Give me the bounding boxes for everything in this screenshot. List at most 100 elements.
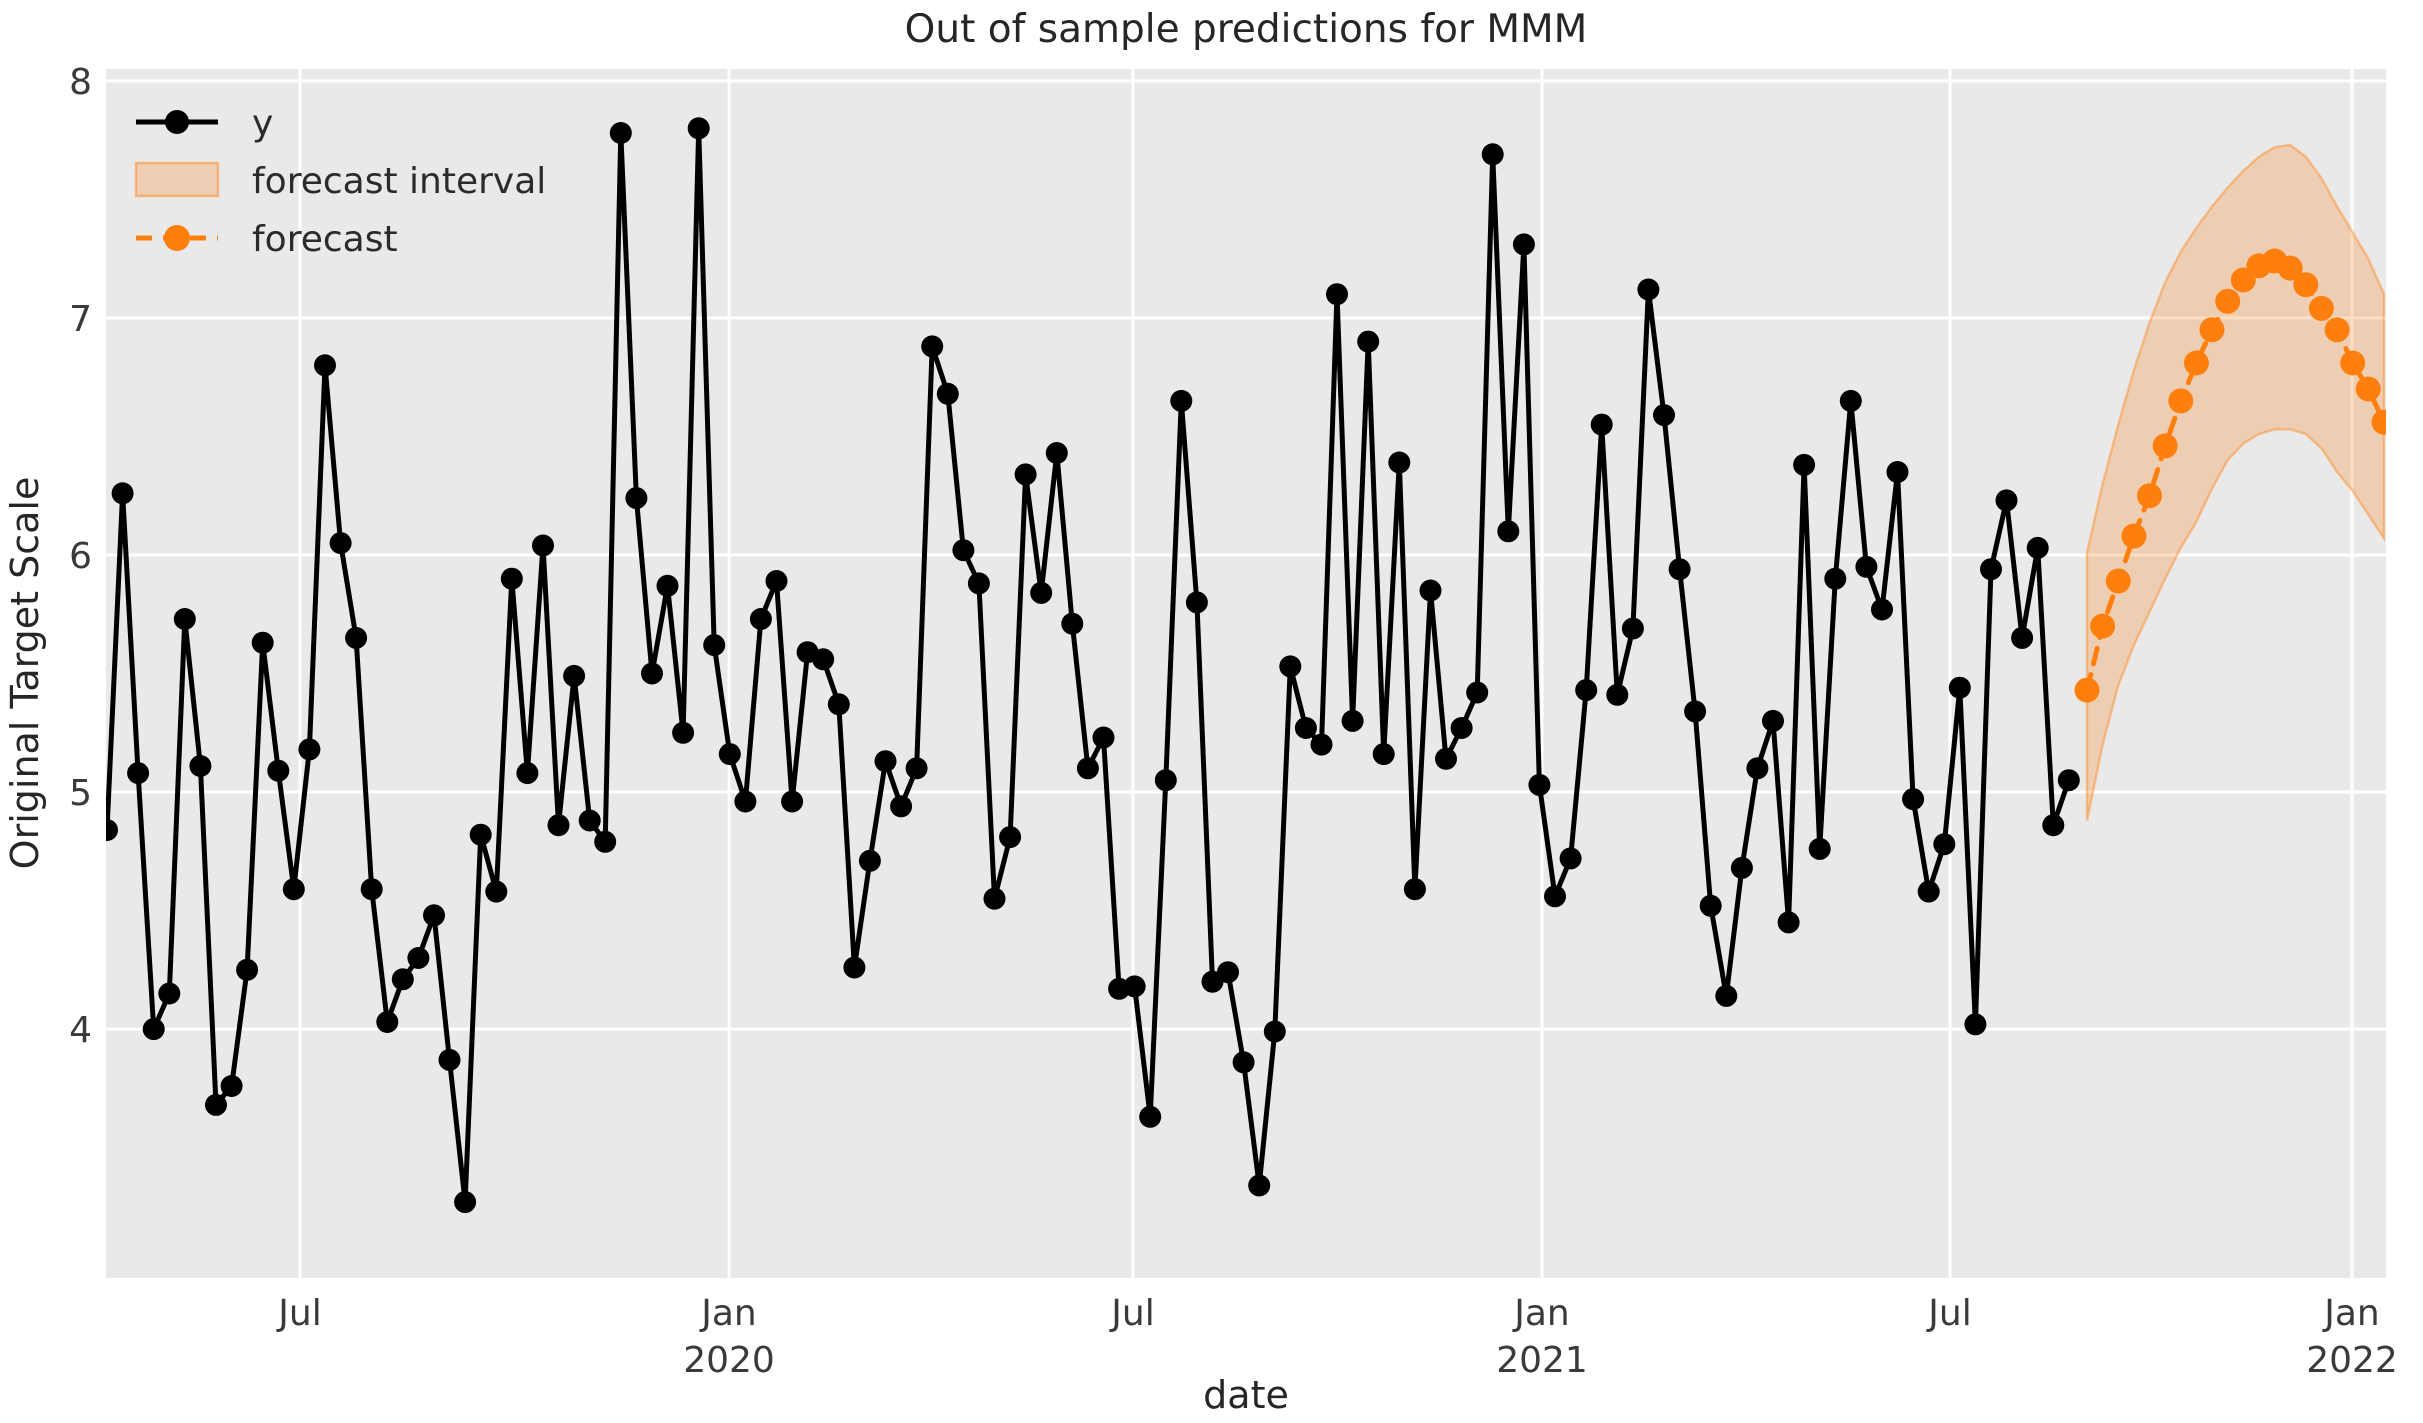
y-marker: [1933, 833, 1956, 856]
y-marker: [314, 354, 336, 377]
y-marker: [547, 814, 570, 837]
y-marker: [703, 634, 726, 657]
legend-interval-swatch: [134, 161, 220, 198]
y-marker: [516, 762, 539, 785]
forecast-marker: [2090, 613, 2116, 639]
y-marker: [1902, 788, 1925, 811]
y-marker: [298, 738, 321, 761]
legend-forecast-label: forecast: [252, 219, 398, 260]
y-marker: [1185, 591, 1208, 614]
legend-y-marker-icon: [165, 110, 189, 134]
y-marker: [251, 631, 274, 654]
forecast-marker: [2183, 350, 2209, 376]
y-marker: [843, 956, 866, 979]
y-marker: [578, 809, 601, 832]
y-marker: [127, 762, 150, 785]
y-marker: [1154, 769, 1177, 792]
x-tick-label: Jan: [2322, 1293, 2380, 1334]
y-marker: [1248, 1174, 1271, 1197]
y-marker: [1014, 463, 1037, 486]
y-axis-ticks: 4 5 6 7 8: [69, 62, 92, 1051]
y-marker: [1139, 1105, 1162, 1128]
y-marker: [2057, 769, 2080, 792]
y-marker: [1699, 894, 1722, 917]
y-marker: [1964, 1013, 1987, 1036]
y-marker: [158, 982, 181, 1005]
y-marker: [1372, 743, 1395, 766]
y-marker: [967, 572, 990, 595]
y-marker: [205, 1093, 227, 1116]
y-marker: [2011, 626, 2034, 649]
y-marker: [1808, 837, 1831, 860]
y-marker: [1435, 747, 1457, 770]
y-marker: [827, 693, 850, 716]
y-marker: [500, 567, 523, 590]
y-marker: [1746, 757, 1769, 780]
y-marker: [407, 947, 430, 969]
y-marker: [1575, 679, 1598, 702]
y-marker: [142, 1018, 165, 1041]
y-marker: [1948, 676, 1971, 699]
x-tick-year-label: 2021: [1496, 1340, 1588, 1381]
forecast-marker: [2293, 272, 2319, 298]
y-marker: [1528, 773, 1551, 796]
y-marker: [267, 759, 290, 782]
x-axis-ticks: Jul Jan 2020 Jul Jan 2021 Jul Jan 2022: [276, 1293, 2398, 1381]
x-axis-label: date: [1203, 1373, 1289, 1417]
y-marker: [1092, 726, 1115, 749]
x-tick-label: Jul: [1926, 1293, 1971, 1334]
forecast-interval-band: [2085, 143, 2386, 821]
y-marker: [2026, 536, 2049, 559]
y-marker: [173, 608, 196, 630]
chart-title: Out of sample predictions for MMM: [905, 7, 1588, 52]
x-tick-year-label: 2020: [683, 1340, 775, 1381]
y-marker: [1917, 880, 1940, 903]
y-marker: [469, 823, 492, 846]
y-marker: [609, 122, 632, 144]
y-marker: [1512, 233, 1535, 256]
y-marker: [532, 534, 554, 557]
legend-item-y: y: [136, 103, 273, 144]
y-marker: [687, 117, 710, 140]
y-marker: [625, 487, 648, 510]
y-marker: [1668, 558, 1691, 581]
y-marker: [1497, 520, 1520, 543]
y-marker: [1621, 617, 1644, 640]
y-marker: [734, 790, 757, 813]
forecast-marker: [2121, 523, 2147, 549]
y-marker: [282, 878, 305, 901]
y-marker: [220, 1075, 243, 1097]
y-marker: [1310, 733, 1333, 756]
y-marker: [485, 880, 508, 903]
y-tick-label: 5: [69, 773, 92, 814]
y-marker: [1871, 598, 1893, 621]
series-y: [106, 117, 2080, 1214]
y-marker: [1980, 558, 2002, 581]
y-marker: [1326, 283, 1348, 306]
y-marker: [1684, 700, 1707, 723]
y-marker: [1263, 1020, 1286, 1043]
forecast-marker: [2308, 295, 2334, 321]
y-marker: [1839, 389, 1862, 412]
y-marker: [921, 335, 944, 358]
legend-y-label: y: [252, 103, 273, 144]
y-marker: [749, 608, 772, 630]
y-marker: [1730, 856, 1753, 879]
y-marker: [376, 1011, 399, 1033]
y-marker: [1232, 1051, 1255, 1074]
y-marker: [236, 958, 259, 981]
y-marker: [1170, 389, 1193, 412]
legend-item-forecast: forecast: [136, 219, 398, 260]
y-marker: [563, 664, 586, 687]
y-marker: [111, 482, 134, 505]
y-marker: [641, 662, 663, 685]
legend: y forecast interval forecast: [134, 103, 546, 260]
y-marker: [983, 887, 1006, 910]
forecast-marker: [2168, 388, 2194, 414]
forecast-marker: [2152, 433, 2178, 459]
y-marker: [718, 743, 741, 766]
y-marker: [1388, 451, 1411, 474]
y-marker: [2042, 814, 2065, 837]
